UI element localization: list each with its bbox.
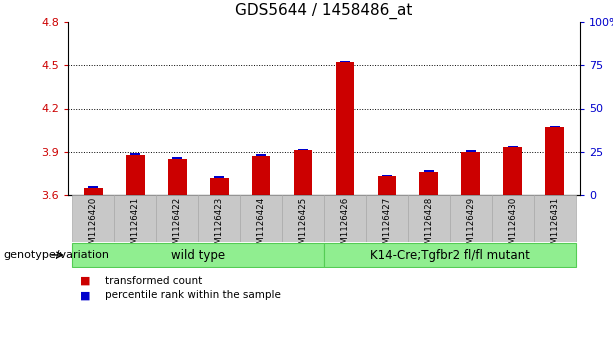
- Bar: [282, 195, 324, 242]
- Text: ■: ■: [80, 290, 91, 300]
- Bar: [168, 159, 186, 195]
- Text: GSM1126421: GSM1126421: [131, 196, 140, 255]
- Bar: [130, 153, 140, 155]
- Bar: [492, 195, 534, 242]
- Text: GSM1126430: GSM1126430: [508, 196, 517, 255]
- Text: K14-Cre;Tgfbr2 fl/fl mutant: K14-Cre;Tgfbr2 fl/fl mutant: [370, 249, 530, 261]
- Bar: [546, 127, 564, 195]
- Bar: [114, 195, 156, 242]
- Bar: [503, 147, 522, 195]
- Bar: [466, 150, 476, 152]
- Text: GSM1126424: GSM1126424: [257, 196, 265, 255]
- Bar: [256, 154, 266, 156]
- Text: transformed count: transformed count: [105, 276, 202, 286]
- Bar: [172, 157, 182, 159]
- Bar: [210, 178, 229, 195]
- Text: GSM1126426: GSM1126426: [340, 196, 349, 255]
- Bar: [424, 170, 434, 172]
- Bar: [324, 195, 366, 242]
- Bar: [534, 195, 576, 242]
- Text: genotype/variation: genotype/variation: [3, 250, 109, 260]
- Bar: [408, 195, 450, 242]
- Text: GSM1126429: GSM1126429: [466, 196, 476, 254]
- Bar: [198, 195, 240, 242]
- Text: ■: ■: [80, 276, 91, 286]
- Text: GSM1126423: GSM1126423: [215, 196, 224, 255]
- Bar: [240, 195, 282, 242]
- Bar: [72, 243, 324, 267]
- Bar: [419, 172, 438, 195]
- Bar: [508, 146, 518, 147]
- Bar: [294, 150, 313, 195]
- Title: GDS5644 / 1458486_at: GDS5644 / 1458486_at: [235, 3, 413, 19]
- Bar: [72, 195, 114, 242]
- Text: GSM1126428: GSM1126428: [424, 196, 433, 255]
- Bar: [462, 152, 481, 195]
- Bar: [298, 148, 308, 150]
- Bar: [550, 126, 560, 127]
- Text: GSM1126425: GSM1126425: [299, 196, 308, 255]
- Bar: [382, 175, 392, 176]
- Bar: [366, 195, 408, 242]
- Text: GSM1126427: GSM1126427: [383, 196, 392, 255]
- Text: GSM1126420: GSM1126420: [89, 196, 97, 255]
- Bar: [84, 188, 102, 195]
- Bar: [251, 156, 270, 195]
- Bar: [335, 62, 354, 195]
- Bar: [378, 176, 397, 195]
- Bar: [156, 195, 198, 242]
- Bar: [340, 61, 350, 62]
- Bar: [324, 243, 576, 267]
- Bar: [88, 186, 99, 188]
- Bar: [214, 176, 224, 178]
- Text: GSM1126422: GSM1126422: [173, 196, 181, 255]
- Bar: [126, 155, 145, 195]
- Bar: [450, 195, 492, 242]
- Text: wild type: wild type: [171, 249, 225, 261]
- Text: percentile rank within the sample: percentile rank within the sample: [105, 290, 281, 300]
- Text: GSM1126431: GSM1126431: [550, 196, 559, 255]
